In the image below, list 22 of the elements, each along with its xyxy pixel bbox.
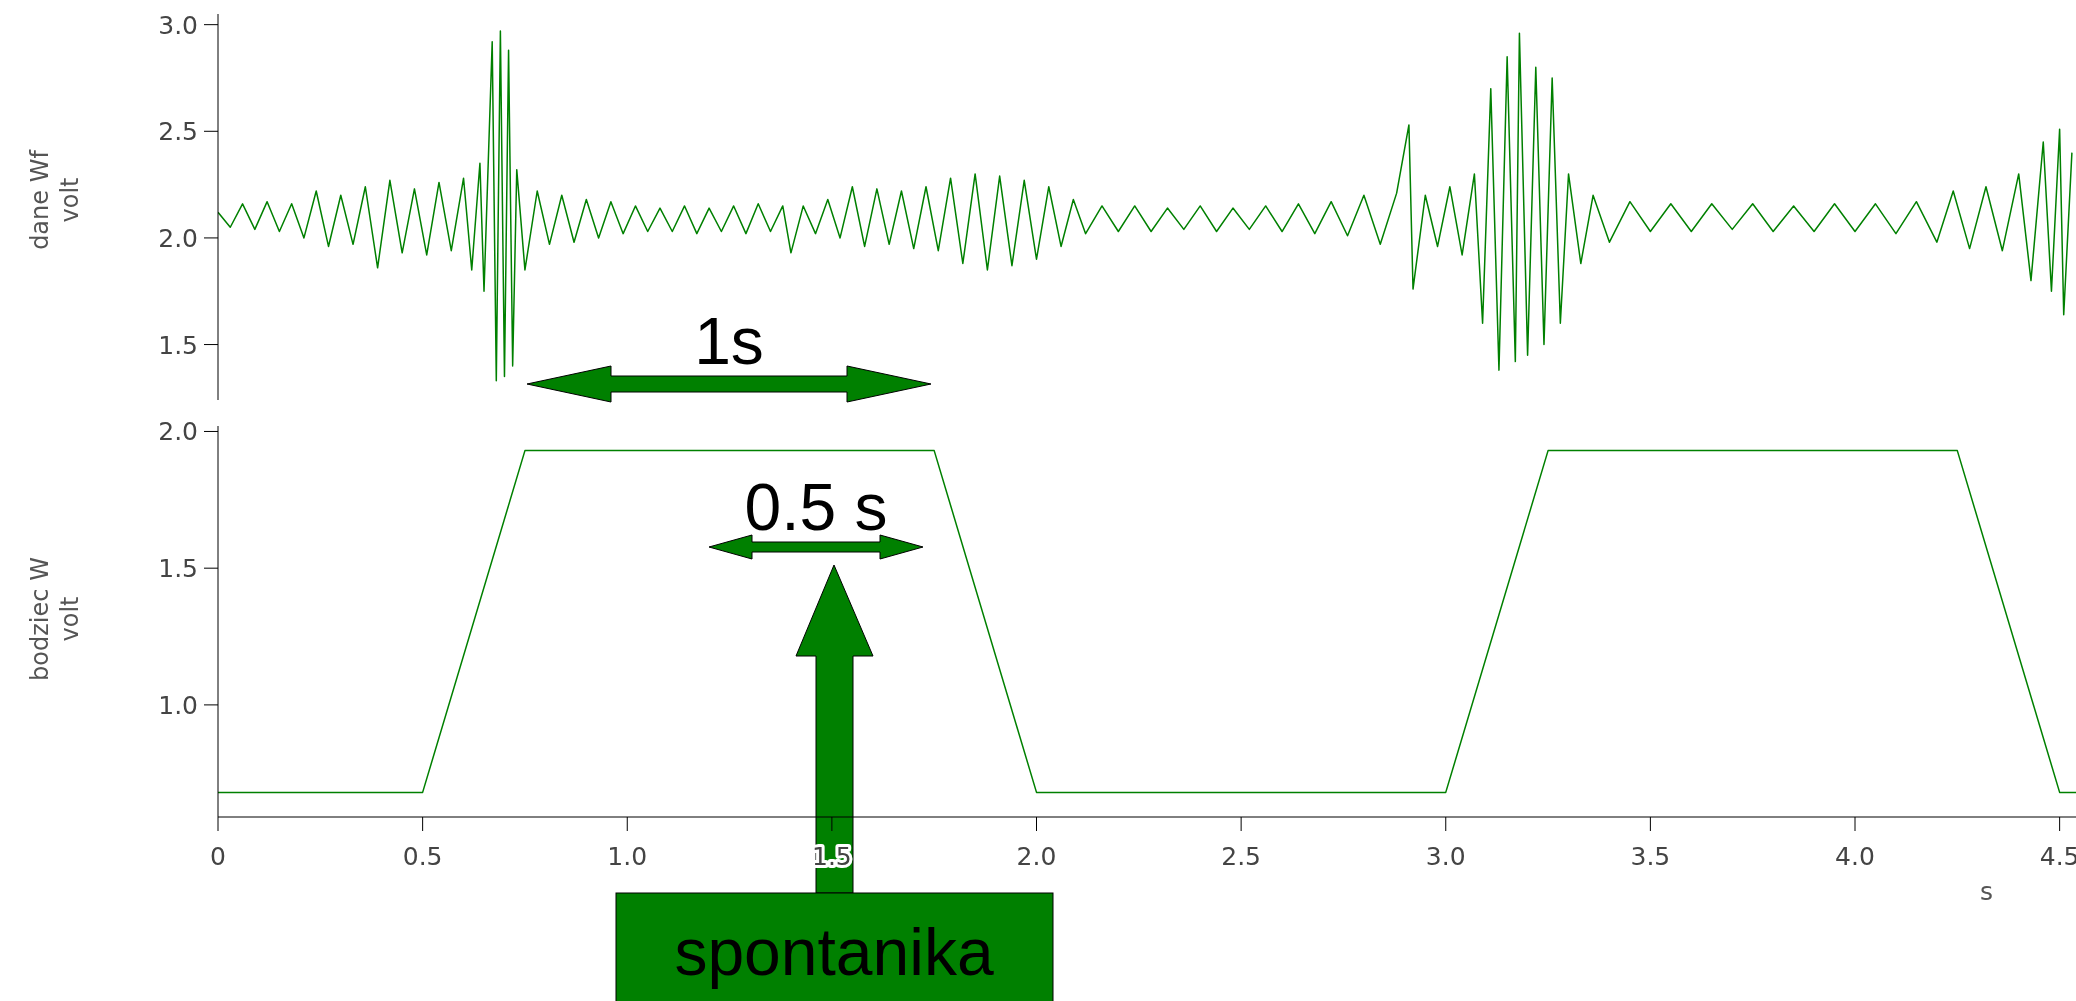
line-series	[218, 30, 2073, 382]
x-tick-label: 0.5	[402, 842, 443, 871]
x-tick-label: 4.0	[1835, 842, 1875, 871]
y-axis-title: bodziec W volt	[25, 556, 85, 681]
y-tick-label: 1.5	[158, 554, 198, 584]
y-tick-label: 2.5	[158, 117, 198, 147]
y-tick-label: 1.0	[158, 690, 198, 720]
x-axis-title: s	[1980, 877, 1994, 906]
y-tick-label: 1.5	[158, 330, 198, 360]
x-tick-label: 1.0	[607, 842, 648, 871]
text: spontanika	[674, 915, 994, 989]
x-tick-label: 2.0	[1016, 842, 1057, 871]
y-tick-label: 2.0	[158, 223, 198, 253]
y-tick-label: 2.0	[158, 417, 198, 447]
x-tick-label: 2.5	[1221, 842, 1262, 871]
annotation: 1s	[694, 304, 764, 378]
x-tick-label: 3.0	[1425, 842, 1466, 871]
y-tick-label: 3.0	[158, 10, 198, 40]
x-tick-label: 3.5	[1630, 842, 1671, 871]
x-tick-label: 0	[210, 842, 226, 871]
y-axis-title: dane Wf volt	[25, 150, 85, 250]
annotation: 0.5 s	[744, 470, 888, 544]
